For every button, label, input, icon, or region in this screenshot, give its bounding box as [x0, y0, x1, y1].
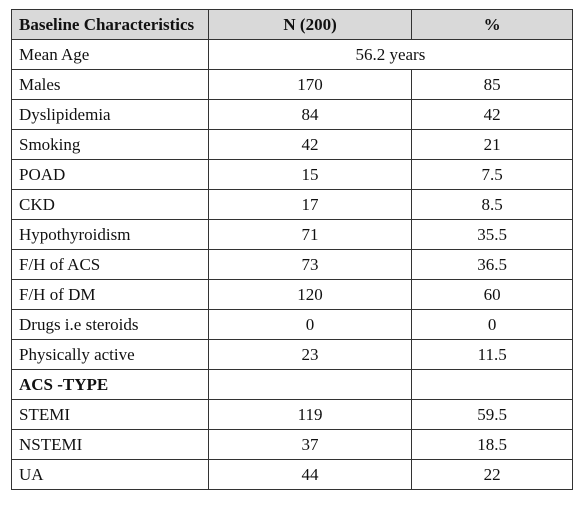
table-row: Physically active 23 11.5 — [11, 339, 573, 370]
table-cell: 60 — [411, 279, 573, 310]
table-cell: CKD — [11, 189, 209, 220]
table-cell: 59.5 — [411, 399, 573, 430]
empty-cell — [411, 369, 573, 400]
table-cell: 18.5 — [411, 429, 573, 460]
table-row: CKD 17 8.5 — [11, 189, 573, 220]
table-row: Hypothyroidism 71 35.5 — [11, 219, 573, 250]
table-row: NSTEMI 37 18.5 — [11, 429, 573, 460]
table-cell: 17 — [207, 189, 413, 220]
table-row: Smoking 42 21 — [11, 129, 573, 160]
table-cell: 36.5 — [411, 249, 573, 280]
table-cell: 0 — [207, 309, 413, 340]
table-cell: 120 — [207, 279, 413, 310]
table-cell: 11.5 — [411, 339, 573, 370]
table-cell: 73 — [207, 249, 413, 280]
table-cell: Smoking — [11, 129, 209, 160]
table-cell: 170 — [207, 69, 413, 100]
table-cell: 119 — [207, 399, 413, 430]
table-cell: 15 — [207, 159, 413, 190]
table-row: Males 170 85 — [11, 69, 573, 100]
header-row: Baseline Characteristics N (200)% — [11, 9, 573, 40]
table-cell: 56.2 years — [207, 39, 574, 70]
table-cell: Physically active — [11, 339, 209, 370]
table-cell: ACS -TYPE — [11, 369, 209, 400]
table-row: Dyslipidemia 84 42 — [11, 99, 573, 130]
table-cell: 37 — [207, 429, 413, 460]
table-cell: F/H of DM — [11, 279, 209, 310]
header-cell: Baseline Characteristics — [11, 9, 209, 40]
table-cell: POAD — [11, 159, 209, 190]
table-cell: Dyslipidemia — [11, 99, 209, 130]
table-cell: 42 — [411, 99, 573, 130]
table-cell: Males — [11, 69, 209, 100]
table-cell: STEMI — [11, 399, 209, 430]
table-cell: Drugs i.e steroids — [11, 309, 209, 340]
table-row: UA 44 22 — [11, 459, 573, 490]
table-row: Mean Age 56.2 years — [11, 39, 574, 70]
table-cell: 85 — [411, 69, 573, 100]
table-row: Drugs i.e steroids 0 0 — [11, 309, 573, 340]
table-cell: 23 — [207, 339, 413, 370]
table-cell: 8.5 — [411, 189, 573, 220]
header-cell: % — [411, 9, 573, 40]
table-cell: UA — [11, 459, 209, 490]
table-cell: 21 — [411, 129, 573, 160]
empty-cell — [207, 369, 413, 400]
table-cell: 35.5 — [411, 219, 573, 250]
table-cell: Mean Age — [11, 39, 209, 70]
table-cell: 0 — [411, 309, 573, 340]
table-row: POAD 15 7.5 — [11, 159, 573, 190]
table-cell: 71 — [207, 219, 413, 250]
header-cell: N (200) — [207, 9, 413, 40]
table-row: F/H of ACS 73 36.5 — [11, 249, 573, 280]
table-row: STEMI 119 59.5 — [11, 399, 573, 430]
table-cell: 42 — [207, 129, 413, 160]
table-cell: 84 — [207, 99, 413, 130]
table-row: F/H of DM 120 60 — [11, 279, 573, 310]
table-cell: 22 — [411, 459, 573, 490]
table-row: ACS -TYPE — [11, 369, 573, 400]
table-cell: Hypothyroidism — [11, 219, 209, 250]
table-cell: 7.5 — [411, 159, 573, 190]
table-cell: 44 — [207, 459, 413, 490]
table-cell: NSTEMI — [11, 429, 209, 460]
table-cell: F/H of ACS — [11, 249, 209, 280]
characteristics-table: Baseline Characteristics N (200)% Mean Ag… — [11, 9, 574, 490]
